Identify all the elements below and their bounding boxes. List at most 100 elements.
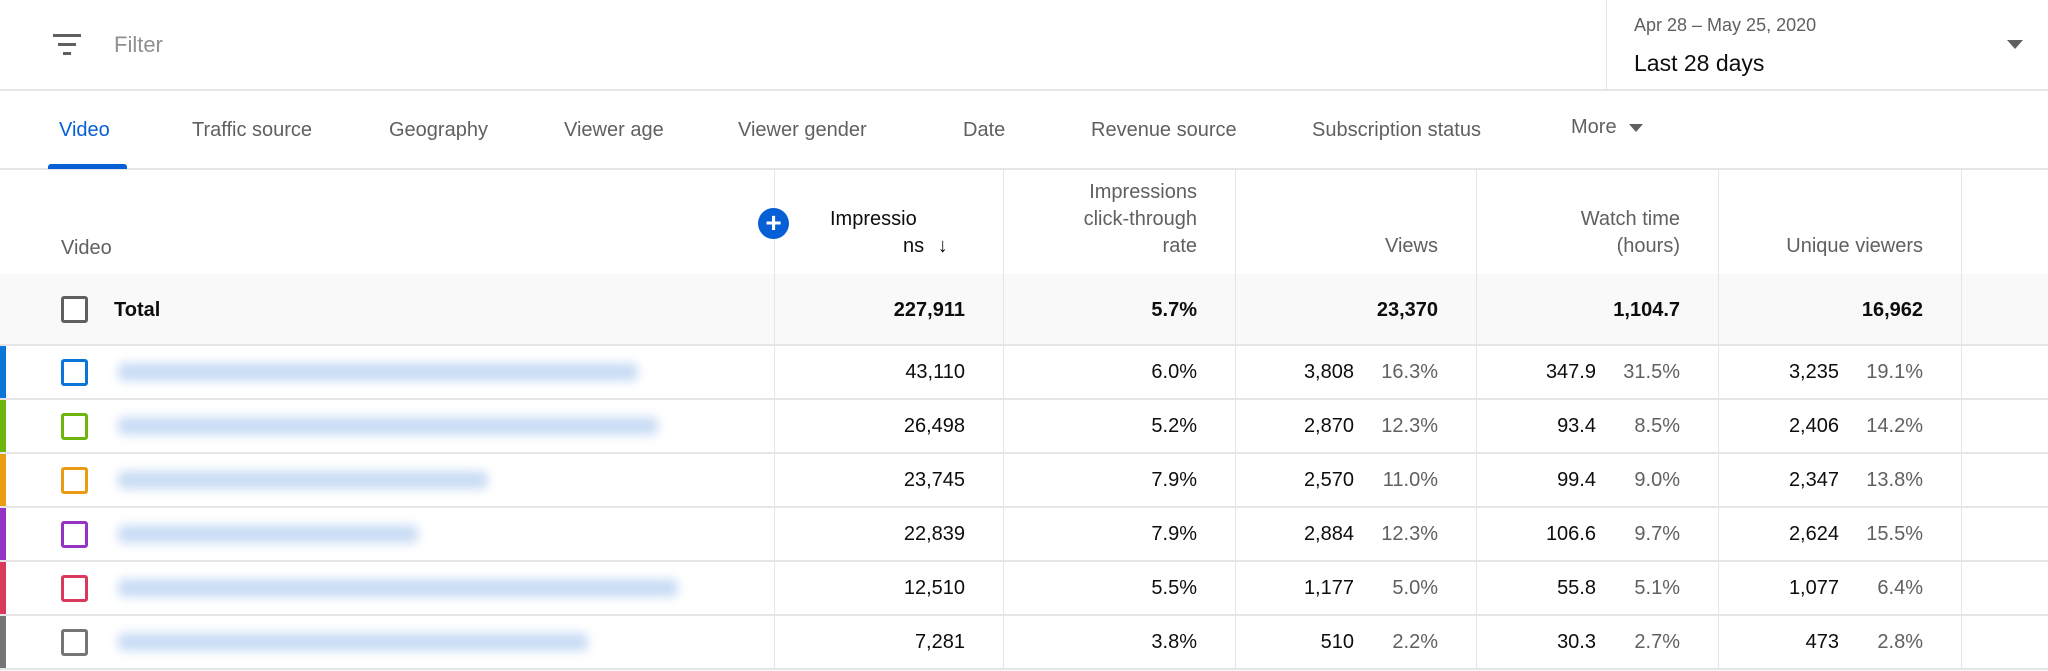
- watch-time-percent: 9.7%: [1634, 523, 1680, 545]
- column-watch-time[interactable]: Watch time (hours): [1477, 170, 1719, 274]
- tab-date[interactable]: Date: [963, 119, 1006, 141]
- views-cell: 2,884 12.3%: [1236, 508, 1477, 560]
- add-metric-icon[interactable]: +: [758, 208, 789, 239]
- row-spacer: [1962, 508, 2048, 560]
- views-percent: 11.0%: [1382, 469, 1438, 491]
- table-row[interactable]: 26,498 5.2% 2,870 12.3% 93.4 8.5% 2,406 14.…: [0, 400, 2048, 454]
- column-impressions-label-1: Impressio: [830, 208, 917, 230]
- views-cell: 3,808 16.3%: [1236, 346, 1477, 398]
- tab-geography[interactable]: Geography: [389, 119, 488, 141]
- chevron-down-icon: [1628, 123, 1643, 132]
- row-spacer: [1962, 400, 2048, 452]
- table-row[interactable]: 43,110 6.0% 3,808 16.3% 347.9 31.5% 3,235 1…: [0, 346, 2048, 400]
- row-checkbox[interactable]: [61, 413, 88, 440]
- views-cell: 2,570 11.0%: [1236, 454, 1477, 506]
- dropdown-arrow-icon[interactable]: [2007, 40, 2023, 49]
- total-ctr-cell: 5.7%: [1004, 274, 1236, 344]
- total-label: Total: [114, 299, 161, 321]
- unique-cell: 1,077 6.4%: [1719, 562, 1962, 614]
- tab-viewer-age[interactable]: Viewer age: [564, 119, 664, 141]
- watch-cell: 55.8 5.1%: [1477, 562, 1719, 614]
- total-row: Total 227,911 5.7% 23,370 1,104.7 16,962: [0, 274, 2048, 346]
- ctr-value: 7.9%: [1151, 523, 1197, 545]
- total-spacer: [1962, 274, 2048, 344]
- video-cell: [0, 508, 775, 560]
- watch-time-value: 93.4: [1557, 415, 1596, 437]
- unique-viewers-value: 3,235: [1788, 361, 1839, 383]
- unique-viewers-value: 473: [1805, 631, 1839, 653]
- views-percent: 12.3%: [1381, 415, 1438, 437]
- filter-input[interactable]: Filter: [114, 32, 163, 57]
- header-video-cell: Video +: [0, 170, 789, 274]
- column-watch-label-1: Watch time: [1580, 208, 1680, 230]
- column-ctr[interactable]: Impressions click-through rate: [1004, 170, 1236, 274]
- column-impressions[interactable]: Impressio ns ↓: [775, 170, 1004, 274]
- column-watch-label-2: (hours): [1616, 235, 1680, 257]
- ctr-value: 6.0%: [1151, 361, 1197, 383]
- tab-revenue-source[interactable]: Revenue source: [1091, 119, 1237, 141]
- table-row[interactable]: 12,510 5.5% 1,177 5.0% 55.8 5.1% 1,077 6.4%: [0, 562, 2048, 616]
- tab-more[interactable]: More: [1571, 116, 1643, 139]
- top-bar: Filter Apr 28 – May 25, 2020 Last 28 day…: [0, 0, 2048, 91]
- impressions-cell: 26,498: [775, 400, 1004, 452]
- total-unique-viewers: 16,962: [1861, 299, 1923, 321]
- row-checkbox[interactable]: [61, 359, 88, 386]
- unique-cell: 473 2.8%: [1719, 616, 1962, 668]
- video-title-blurred[interactable]: [118, 525, 418, 543]
- active-tab-indicator: [48, 164, 127, 169]
- impressions-cell: 7,281: [775, 616, 1004, 668]
- video-title-blurred[interactable]: [118, 579, 678, 597]
- video-title-blurred[interactable]: [118, 633, 588, 651]
- tab-video[interactable]: Video: [59, 119, 110, 141]
- tab-more-label: More: [1571, 116, 1617, 138]
- watch-cell: 99.4 9.0%: [1477, 454, 1719, 506]
- table-row[interactable]: 22,839 7.9% 2,884 12.3% 106.6 9.7% 2,624 15…: [0, 508, 2048, 562]
- unique-viewers-percent: 19.1%: [1866, 361, 1923, 383]
- unique-cell: 2,406 14.2%: [1719, 400, 1962, 452]
- total-unique-cell: 16,962: [1719, 274, 1962, 344]
- watch-time-value: 55.8: [1557, 577, 1596, 599]
- video-cell: [0, 616, 775, 668]
- watch-cell: 106.6 9.7%: [1477, 508, 1719, 560]
- unique-viewers-value: 1,077: [1788, 577, 1839, 599]
- unique-viewers-percent: 13.8%: [1866, 469, 1923, 491]
- ctr-cell: 7.9%: [1004, 508, 1236, 560]
- total-impressions: 227,911: [893, 299, 965, 321]
- date-preset-label: Last 28 days: [1634, 50, 1765, 76]
- video-title-blurred[interactable]: [118, 417, 658, 435]
- video-cell: [0, 400, 775, 452]
- video-title-blurred[interactable]: [118, 471, 488, 489]
- row-checkbox[interactable]: [61, 629, 88, 656]
- table-row[interactable]: 7,281 3.8% 510 2.2% 30.3 2.7% 473 2.8%: [0, 616, 2048, 670]
- dimension-tabs: Video Traffic source Geography Viewer ag…: [0, 91, 2048, 170]
- column-unique-label: Unique viewers: [1786, 235, 1923, 257]
- row-checkbox[interactable]: [61, 467, 88, 494]
- tab-viewer-gender[interactable]: Viewer gender: [738, 119, 867, 141]
- total-ctr: 5.7%: [1151, 299, 1197, 321]
- date-range-picker[interactable]: Apr 28 – May 25, 2020 Last 28 days: [1606, 0, 2048, 91]
- tab-subscription-status[interactable]: Subscription status: [1312, 119, 1481, 141]
- tab-traffic-source[interactable]: Traffic source: [192, 119, 313, 141]
- column-impressions-label-2: ns: [903, 235, 925, 257]
- watch-cell: 93.4 8.5%: [1477, 400, 1719, 452]
- video-title-blurred[interactable]: [118, 363, 638, 381]
- views-cell: 510 2.2%: [1236, 616, 1477, 668]
- row-checkbox[interactable]: [61, 521, 88, 548]
- watch-time-percent: 31.5%: [1623, 361, 1680, 383]
- views-cell: 1,177 5.0%: [1236, 562, 1477, 614]
- table-row[interactable]: 23,745 7.9% 2,570 11.0% 99.4 9.0% 2,347 13.…: [0, 454, 2048, 508]
- ctr-value: 7.9%: [1151, 469, 1197, 491]
- unique-cell: 2,347 13.8%: [1719, 454, 1962, 506]
- total-checkbox[interactable]: [61, 296, 88, 323]
- impressions-value: 43,110: [905, 361, 965, 383]
- unique-viewers-percent: 14.2%: [1866, 415, 1923, 437]
- video-cell: [0, 454, 775, 506]
- ctr-cell: 5.2%: [1004, 400, 1236, 452]
- filter-icon[interactable]: [52, 34, 82, 56]
- column-unique-viewers[interactable]: Unique viewers: [1719, 170, 1962, 274]
- series-color-bar: [0, 346, 6, 398]
- row-checkbox[interactable]: [61, 575, 88, 602]
- column-views[interactable]: Views: [1236, 170, 1477, 274]
- views-percent: 12.3%: [1381, 523, 1438, 545]
- column-ctr-label-1: Impressions: [1089, 181, 1197, 203]
